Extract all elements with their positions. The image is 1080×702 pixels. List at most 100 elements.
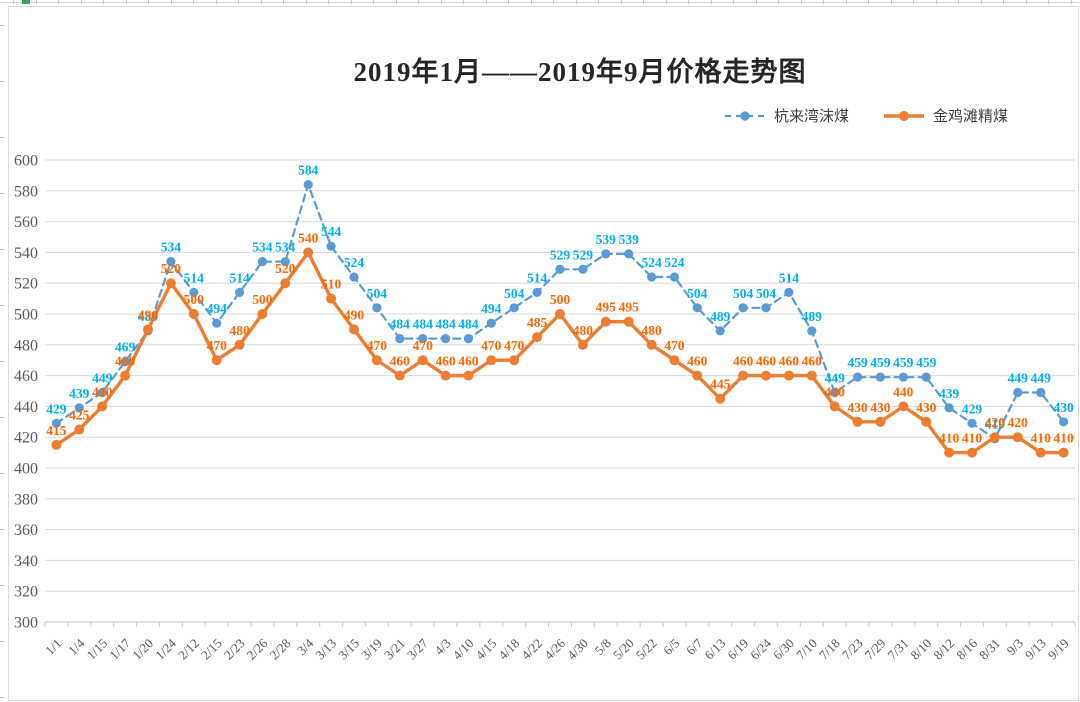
sheet-column-tick xyxy=(958,0,959,4)
sheet-column-tick xyxy=(418,0,419,4)
sheet-row-tick xyxy=(0,249,4,250)
data-point xyxy=(692,303,702,313)
sheet-column-tick xyxy=(395,0,397,4)
sheet-column-tick xyxy=(440,0,442,4)
x-axis-tick-label: 7/31 xyxy=(884,636,911,663)
legend-item: 金鸡滩精煤 xyxy=(881,105,1008,126)
data-point xyxy=(853,372,863,382)
data-point xyxy=(1012,432,1023,443)
data-label: 460 xyxy=(802,354,823,369)
x-axis-tick-label: 8/31 xyxy=(976,636,1003,663)
data-point xyxy=(349,324,359,335)
sheet-column-tick xyxy=(980,0,982,4)
data-label: 514 xyxy=(779,270,800,285)
x-axis-tick-label: 4/30 xyxy=(564,636,591,663)
x-axis-tick-label: 3/27 xyxy=(404,635,431,662)
data-label: 459 xyxy=(870,355,891,370)
sheet-column-tick xyxy=(35,0,37,4)
sheet-column-tick xyxy=(1025,0,1027,4)
sheet-column-tick xyxy=(620,0,622,4)
sheet-column-tick xyxy=(463,0,464,4)
x-axis-tick-label: 1/20 xyxy=(129,636,156,663)
data-label: 470 xyxy=(481,338,502,353)
sheet-row-tick xyxy=(0,193,4,194)
sheet-column-tick xyxy=(373,0,374,4)
sheet-column-tick xyxy=(485,0,487,4)
x-axis-tick-label: 3/19 xyxy=(358,636,385,663)
data-label: 539 xyxy=(596,232,617,247)
y-axis-tick-label: 420 xyxy=(14,430,38,447)
sheet-column-tick xyxy=(823,0,824,4)
data-point xyxy=(418,334,428,344)
data-label: 469 xyxy=(115,340,136,355)
x-axis-tick-label: 1/17 xyxy=(106,635,133,662)
data-point xyxy=(875,416,886,427)
data-point xyxy=(600,316,611,327)
data-point xyxy=(463,334,473,344)
data-point xyxy=(624,249,634,259)
sheet-column-tick xyxy=(935,0,937,4)
data-label: 524 xyxy=(344,255,365,270)
data-label: 449 xyxy=(1008,371,1029,386)
data-label: 460 xyxy=(458,354,479,369)
data-point xyxy=(944,403,954,413)
data-label: 419 xyxy=(985,417,1006,432)
data-label: 480 xyxy=(229,323,250,338)
sheet-row-tick xyxy=(0,697,4,698)
x-axis-tick-label: 4/26 xyxy=(541,635,568,662)
data-point xyxy=(875,372,886,382)
data-label: 504 xyxy=(733,286,754,301)
data-label: 490 xyxy=(138,307,159,322)
x-axis-tick-label: 4/22 xyxy=(518,636,545,663)
data-label: 484 xyxy=(390,317,411,332)
y-axis-tick-label: 400 xyxy=(14,461,38,478)
x-axis-tick-label: 5/22 xyxy=(633,636,660,663)
data-label: 495 xyxy=(619,300,640,315)
data-point xyxy=(646,339,657,350)
x-axis-tick-label: 3/21 xyxy=(381,636,408,663)
data-point xyxy=(463,370,474,381)
data-point xyxy=(143,324,153,335)
data-point xyxy=(761,370,771,381)
data-label: 524 xyxy=(664,255,685,270)
data-point xyxy=(829,401,840,412)
data-point xyxy=(486,355,497,366)
data-label: 460 xyxy=(779,354,800,369)
sheet-row-tick xyxy=(0,25,4,26)
data-label: 459 xyxy=(893,355,914,370)
sheet-column-tick xyxy=(193,0,194,4)
sheet-column-tick xyxy=(103,0,104,4)
data-point xyxy=(989,432,1000,443)
data-point xyxy=(280,278,291,289)
data-label: 470 xyxy=(504,338,525,353)
x-axis-tick-label: 2/28 xyxy=(266,636,293,663)
data-label: 439 xyxy=(939,386,960,401)
sheet-column-tick xyxy=(665,0,667,4)
data-point xyxy=(211,355,222,366)
data-label: 504 xyxy=(367,286,388,301)
x-axis-tick-label: 4/18 xyxy=(495,636,522,663)
data-point xyxy=(921,372,931,382)
data-label: 529 xyxy=(573,247,594,262)
data-point xyxy=(898,401,909,412)
data-label: 470 xyxy=(207,338,228,353)
data-point xyxy=(898,372,908,382)
data-point xyxy=(349,272,359,282)
sheet-column-tick xyxy=(13,0,14,4)
data-label: 445 xyxy=(710,377,731,392)
legend: 杭来湾沫煤 金鸡滩精煤 xyxy=(722,105,1008,126)
data-label: 430 xyxy=(847,400,868,415)
data-label: 480 xyxy=(641,323,662,338)
data-point xyxy=(852,416,863,427)
x-axis-tick-label: 5/20 xyxy=(610,636,637,663)
y-axis-tick-label: 560 xyxy=(14,214,38,231)
y-axis-tick-label: 460 xyxy=(14,368,38,385)
data-label: 520 xyxy=(161,261,182,276)
data-point xyxy=(417,355,428,366)
x-axis-tick-label: 7/23 xyxy=(839,636,866,663)
data-point xyxy=(738,370,749,381)
sheet-column-tick xyxy=(350,0,352,4)
data-point xyxy=(257,257,267,267)
